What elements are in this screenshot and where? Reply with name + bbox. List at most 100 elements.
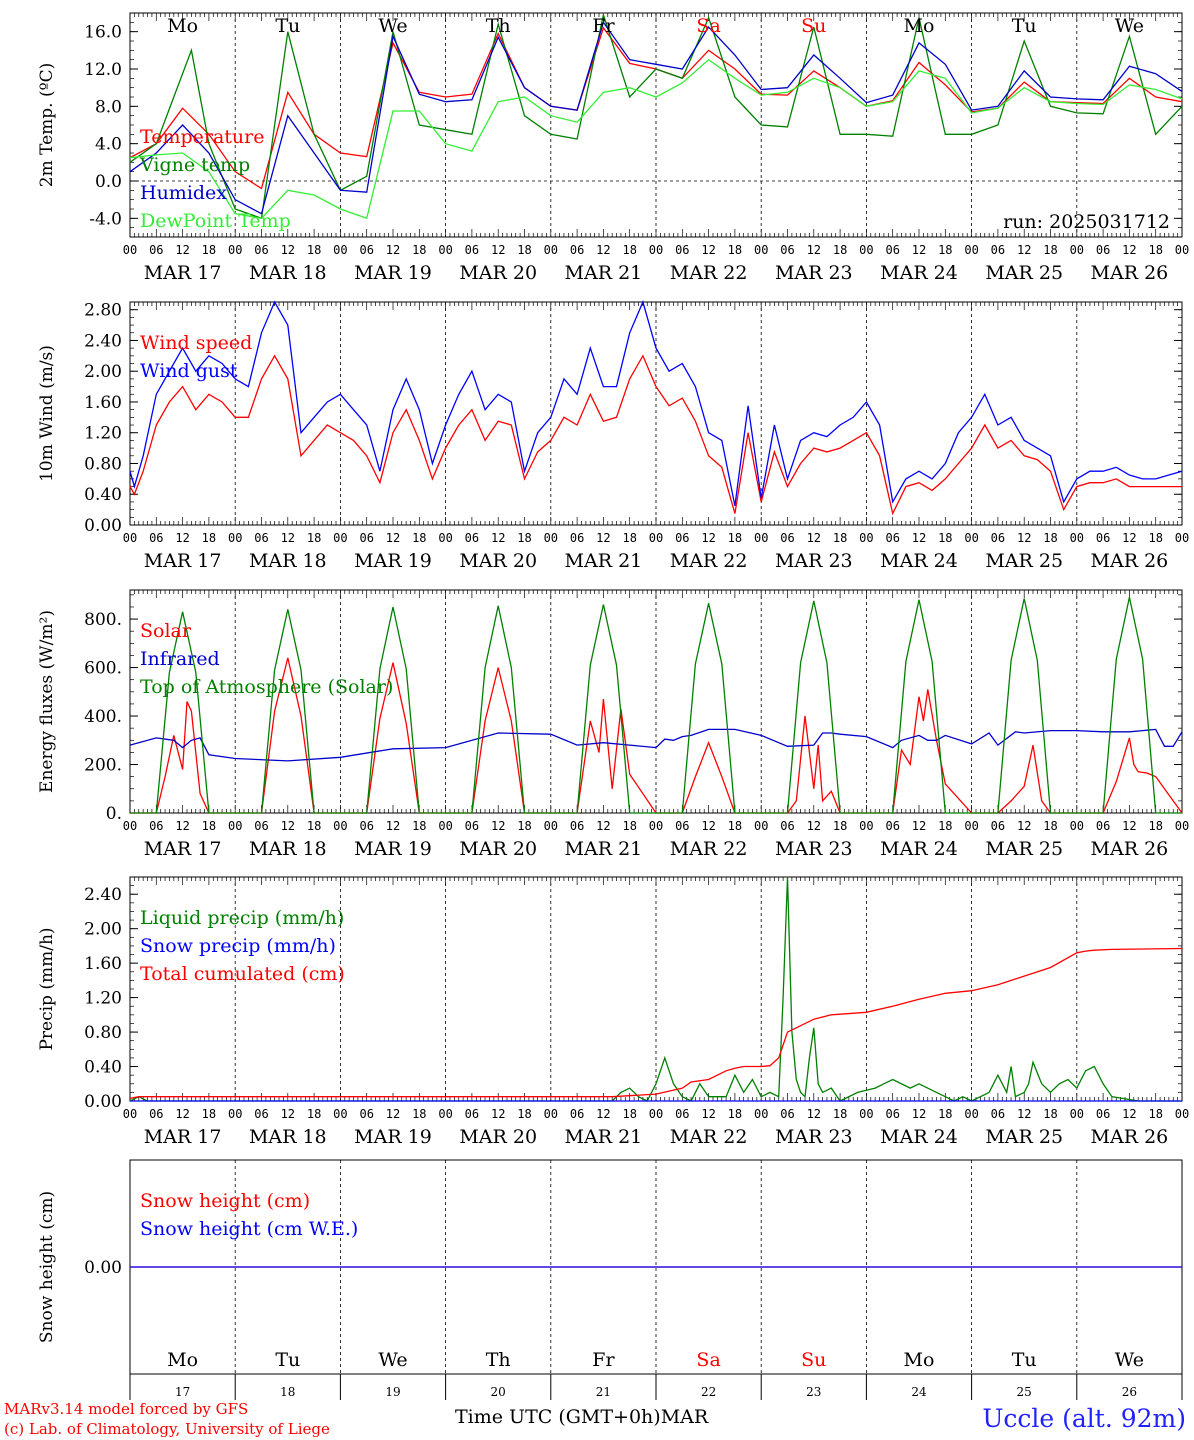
weekday-label: Mo xyxy=(167,1349,198,1371)
hour-tick-label: 00 xyxy=(123,531,137,545)
hour-tick-label: 00 xyxy=(649,1107,663,1121)
legend-entry: Snow height (cm) xyxy=(140,1190,310,1212)
date-label: MAR 24 xyxy=(880,262,958,284)
weekday-label: Fr xyxy=(592,15,615,37)
y-tick-label: 1.20 xyxy=(84,424,122,444)
weekday-label: Mo xyxy=(904,15,935,37)
hour-tick-label: 18 xyxy=(1148,243,1162,257)
hour-tick-label: 12 xyxy=(912,1107,926,1121)
hour-tick-label: 06 xyxy=(991,243,1005,257)
hour-tick-label: 00 xyxy=(228,531,242,545)
date-label: MAR 17 xyxy=(144,262,222,284)
panel-frame xyxy=(129,12,1183,238)
hour-tick-label: 00 xyxy=(1070,531,1084,545)
hour-tick-label: 12 xyxy=(175,531,189,545)
y-tick-label: 0.00 xyxy=(84,1092,122,1112)
y-tick-label: 4.0 xyxy=(95,135,122,155)
legend-entry: Top of Atmosphere (Solar) xyxy=(140,676,393,698)
legend-entry: Snow height (cm W.E.) xyxy=(140,1218,358,1240)
date-label: MAR 24 xyxy=(880,550,958,572)
hour-tick-label: 18 xyxy=(622,819,636,833)
hour-tick-label: 06 xyxy=(780,1107,794,1121)
legend-entry: Vigne temp xyxy=(139,154,250,176)
hour-tick-label: 06 xyxy=(570,819,584,833)
weekday-label: Tu xyxy=(275,15,300,37)
weekday-label: Th xyxy=(486,15,511,37)
date-label: MAR 21 xyxy=(565,1126,643,1148)
date-label: MAR 18 xyxy=(249,838,327,860)
hour-tick-label: 00 xyxy=(754,1107,768,1121)
hour-tick-label: 06 xyxy=(885,819,899,833)
hour-tick-label: 00 xyxy=(123,819,137,833)
hour-tick-label: 18 xyxy=(517,1107,531,1121)
series-line-top-of-atmosphere-solar- xyxy=(130,597,1182,814)
hour-tick-label: 00 xyxy=(1070,243,1084,257)
hour-tick-label: 00 xyxy=(438,243,452,257)
hour-tick-label: 18 xyxy=(412,1107,426,1121)
hour-tick-label: 00 xyxy=(123,243,137,257)
time-axis-label: Time UTC (GMT+0h)MAR xyxy=(455,1406,708,1428)
hour-tick-label: 18 xyxy=(938,531,952,545)
date-label: MAR 18 xyxy=(249,550,327,572)
date-label: MAR 24 xyxy=(880,1126,958,1148)
hour-tick-label: 06 xyxy=(359,819,373,833)
legend-entry: Temperature xyxy=(140,126,264,148)
hour-tick-label: 06 xyxy=(991,819,1005,833)
hour-tick-label: 00 xyxy=(859,531,873,545)
hour-tick-label: 18 xyxy=(622,531,636,545)
hour-tick-label: 18 xyxy=(307,243,321,257)
y-tick-label: 0.80 xyxy=(84,454,122,474)
y-tick-label: 16.0 xyxy=(84,23,122,43)
series-line-liquid-precip-mm-h- xyxy=(129,876,1182,1102)
hour-tick-label: 06 xyxy=(149,1107,163,1121)
weekday-label: Sa xyxy=(696,1349,720,1371)
legend-entry: Total cumulated (cm) xyxy=(140,963,345,985)
station-label: Uccle (alt. 92m) xyxy=(982,1404,1186,1433)
y-tick-label: 0.00 xyxy=(84,516,122,536)
hour-tick-label: 06 xyxy=(675,819,689,833)
hour-tick-label: 00 xyxy=(123,1107,137,1121)
hour-tick-label: 00 xyxy=(228,1107,242,1121)
series-line-dewpoint-temp xyxy=(129,58,1183,220)
weekday-label: Sa xyxy=(696,15,720,37)
hour-tick-label: 00 xyxy=(1175,243,1189,257)
date-label: MAR 20 xyxy=(459,550,537,572)
hour-tick-label: 12 xyxy=(281,531,295,545)
y-axis-label: Precip (mm/h) xyxy=(37,927,57,1050)
hour-tick-label: 12 xyxy=(1017,531,1031,545)
hour-tick-label: 12 xyxy=(912,531,926,545)
hour-tick-label: 00 xyxy=(544,243,558,257)
weekday-label: Su xyxy=(801,1349,826,1371)
date-label: MAR 22 xyxy=(670,262,748,284)
series-line-wind-gust xyxy=(129,300,1183,506)
hour-tick-label: 00 xyxy=(649,243,663,257)
y-tick-label: 0.00 xyxy=(84,1258,122,1278)
hour-tick-label: 06 xyxy=(675,531,689,545)
hour-tick-label: 12 xyxy=(807,1107,821,1121)
hour-tick-label: 18 xyxy=(202,1107,216,1121)
hour-tick-label: 00 xyxy=(544,819,558,833)
weekday-label: Mo xyxy=(904,1349,935,1371)
hour-tick-label: 18 xyxy=(938,243,952,257)
y-tick-label: 0.0 xyxy=(95,172,122,192)
hour-tick-label: 06 xyxy=(1096,243,1110,257)
y-tick-label: 0.40 xyxy=(84,1058,122,1078)
hour-tick-label: 18 xyxy=(412,531,426,545)
hour-tick-label: 06 xyxy=(675,1107,689,1121)
date-label: MAR 24 xyxy=(880,838,958,860)
y-tick-label: 2.40 xyxy=(84,885,122,905)
hour-tick-label: 18 xyxy=(728,819,742,833)
y-tick-label: 0. xyxy=(106,804,122,824)
hour-tick-label: 12 xyxy=(701,243,715,257)
hour-tick-label: 00 xyxy=(333,243,347,257)
hour-tick-label: 00 xyxy=(1175,531,1189,545)
hour-tick-label: 06 xyxy=(359,1107,373,1121)
series-line-total-cumulated-cm- xyxy=(129,947,1183,1100)
legend-entry: Humidex xyxy=(140,182,227,204)
panel-frame xyxy=(129,301,1183,526)
hour-tick-label: 06 xyxy=(149,819,163,833)
hour-tick-label: 18 xyxy=(1043,819,1057,833)
hour-tick-label: 06 xyxy=(570,531,584,545)
y-axis-label: 2m Temp. (ºC) xyxy=(37,63,57,188)
date-label: MAR 23 xyxy=(775,262,853,284)
